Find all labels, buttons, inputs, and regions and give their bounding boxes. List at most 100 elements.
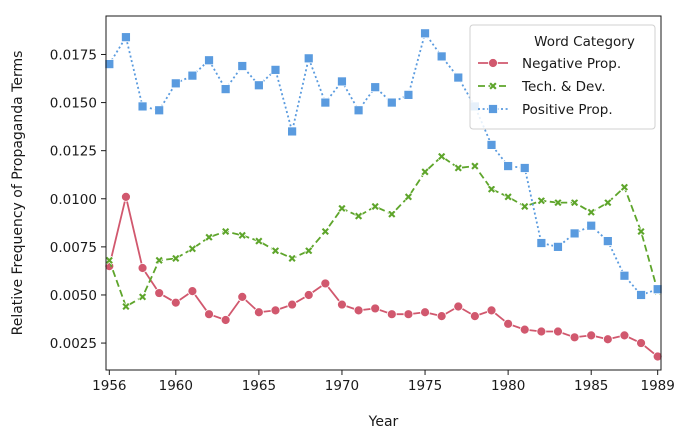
data-point (403, 89, 414, 100)
data-point (420, 167, 430, 177)
data-point (420, 28, 430, 39)
data-point (220, 84, 231, 95)
data-point (652, 351, 663, 362)
data-point (386, 97, 397, 108)
data-point (453, 301, 464, 312)
data-point (270, 64, 281, 75)
data-point (337, 299, 347, 310)
plot-series-layer (104, 28, 663, 362)
data-point (287, 253, 297, 263)
y-tick-label: 0.0050 (50, 288, 97, 304)
data-point (287, 299, 298, 310)
data-point (104, 59, 115, 69)
legend-entry: Tech. & Dev. (478, 79, 606, 95)
data-point (503, 161, 514, 171)
data-point (536, 326, 547, 337)
data-point (121, 32, 131, 43)
data-point (553, 241, 563, 252)
data-point (220, 315, 231, 325)
data-point (170, 297, 181, 308)
data-point (553, 326, 563, 337)
data-point (137, 263, 148, 273)
x-axis-title: Year (368, 414, 399, 430)
series-3-group (104, 28, 663, 300)
data-point (420, 307, 430, 318)
x-tick-label: 1956 (92, 378, 126, 394)
y-tick-label: 0.0150 (50, 96, 97, 112)
data-point (304, 246, 314, 256)
data-point (253, 307, 264, 318)
data-point (387, 209, 397, 219)
x-axis: 1956 1960 1965 1970 1975 1980 1985 1989 (92, 370, 675, 394)
data-point (536, 196, 546, 206)
data-point (171, 253, 181, 263)
data-point (254, 236, 264, 246)
x-tick-label: 1960 (159, 378, 193, 394)
series-1-group (104, 191, 663, 362)
data-point (320, 97, 331, 108)
data-point (137, 101, 148, 112)
x-tick-label: 1970 (325, 378, 359, 394)
data-point (386, 309, 397, 320)
data-point (320, 227, 330, 236)
legend-entries: Negative Prop. Tech. & Dev. Positive Prop. (478, 56, 621, 118)
data-point (121, 191, 131, 202)
data-point (204, 55, 214, 66)
data-point (270, 305, 281, 316)
data-point (154, 288, 165, 298)
legend-marker (488, 58, 498, 68)
y-tick-label: 0.0025 (50, 336, 97, 352)
data-point (620, 182, 629, 192)
series-2-group (104, 152, 663, 311)
data-point (204, 309, 214, 320)
data-point (170, 78, 181, 89)
data-point (602, 334, 613, 345)
y-tick-label: 0.0125 (50, 144, 97, 160)
series-line (108, 195, 659, 358)
data-point (237, 61, 248, 71)
legend-entry: Positive Prop. (478, 102, 613, 118)
data-point (603, 198, 613, 208)
data-point (303, 53, 314, 64)
data-point (370, 303, 381, 314)
series-line (108, 32, 658, 296)
data-point (569, 228, 580, 239)
y-tick-label: 0.0075 (50, 240, 97, 256)
data-point (187, 244, 197, 254)
legend-marker (488, 81, 498, 91)
data-point (486, 305, 497, 316)
data-point (354, 211, 363, 221)
data-point (237, 291, 248, 302)
y-tick-label: 0.0175 (50, 47, 97, 63)
legend-label: Negative Prop. (522, 56, 621, 72)
x-tick-label: 1965 (242, 378, 276, 394)
legend-box (469, 24, 656, 130)
data-point (453, 72, 464, 83)
data-point (187, 70, 198, 81)
data-point (503, 192, 513, 202)
data-point (519, 163, 530, 173)
x-tick-label: 1980 (491, 378, 525, 394)
x-tick-label: 1989 (640, 378, 674, 394)
data-point (570, 198, 580, 208)
x-tick-label: 1975 (408, 378, 442, 394)
data-point (536, 238, 547, 248)
legend-label: Positive Prop. (522, 102, 613, 118)
data-point (253, 80, 264, 91)
data-point (187, 286, 198, 297)
data-point (636, 227, 646, 236)
legend: Word Category Negative Prop. Tech. & Dev.… (469, 24, 656, 130)
data-point (553, 198, 563, 208)
data-point (337, 203, 347, 213)
x-tick-label: 1985 (574, 378, 608, 394)
y-tick-label: 0.0100 (50, 192, 97, 208)
legend-label: Tech. & Dev. (521, 79, 606, 95)
data-point (636, 338, 646, 348)
y-axis: 0.0025 0.0050 0.0075 0.0100 0.0125 0.0150 0.01… (50, 47, 106, 352)
data-point (287, 126, 298, 137)
data-point (320, 278, 331, 289)
data-point (404, 192, 413, 202)
data-point (486, 140, 497, 150)
data-point (370, 202, 380, 211)
